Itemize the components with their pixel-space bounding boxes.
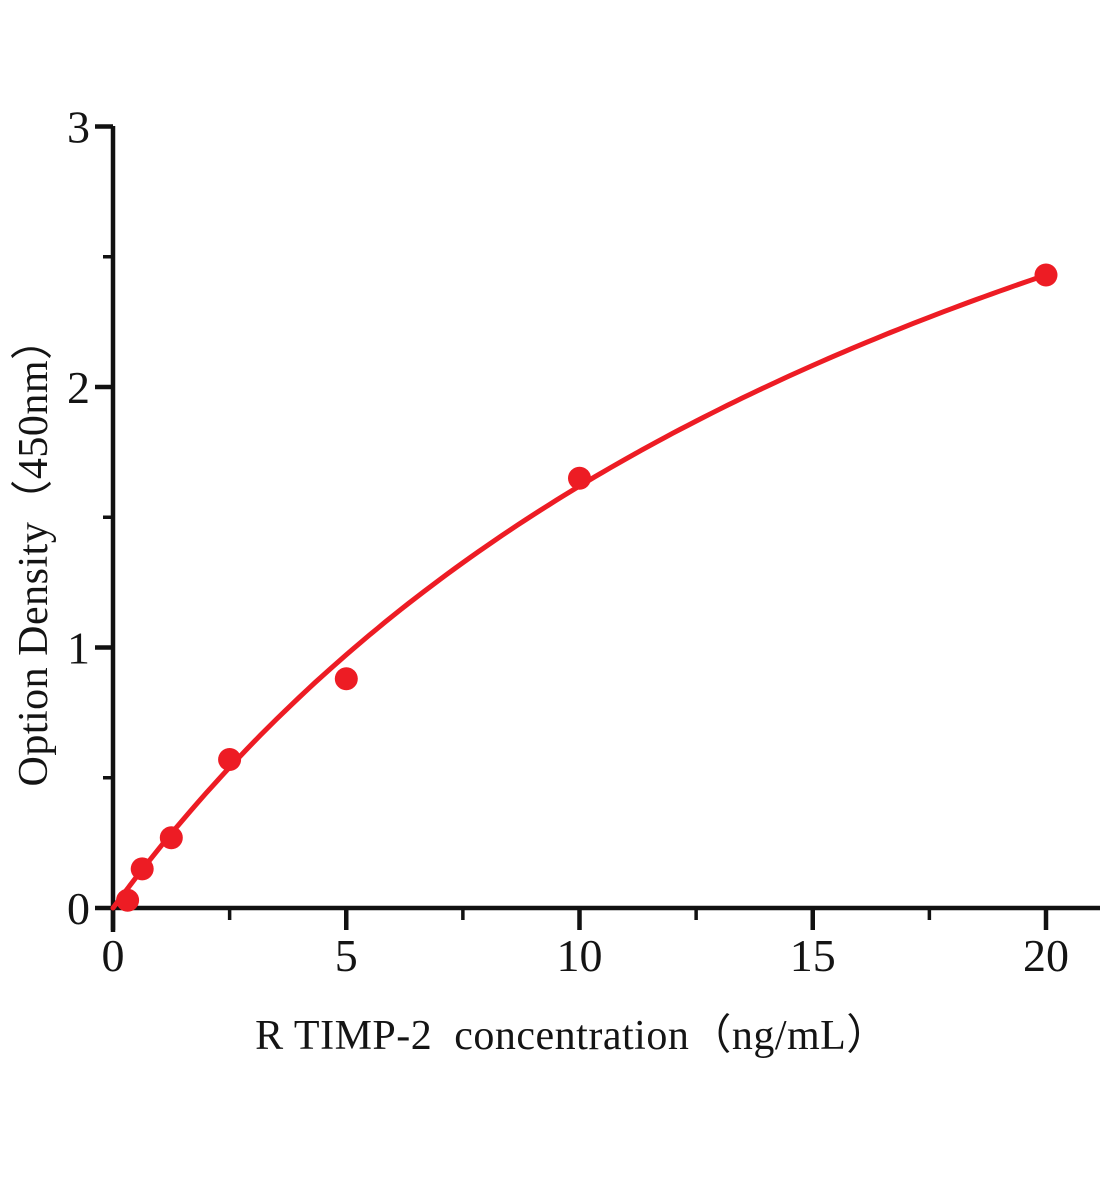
y-tick-label: 3 bbox=[67, 102, 90, 153]
axes bbox=[110, 126, 1100, 932]
data-point bbox=[130, 857, 154, 881]
y-tick-label: 2 bbox=[67, 362, 90, 413]
fit-curve bbox=[110, 272, 1049, 911]
data-point bbox=[218, 748, 242, 771]
data-points bbox=[116, 263, 1058, 912]
data-point bbox=[116, 888, 140, 912]
axis-ticks bbox=[95, 124, 1049, 930]
x-tick-labels: 0 5 10 15 20 bbox=[102, 930, 1070, 981]
data-point bbox=[568, 466, 591, 490]
x-tick-label: 0 bbox=[102, 930, 125, 981]
y-tick-labels: 0 1 2 3 bbox=[67, 102, 90, 935]
x-tick-label: 15 bbox=[790, 930, 836, 981]
y-tick-label: 0 bbox=[67, 883, 90, 934]
x-tick-label: 5 bbox=[335, 930, 358, 981]
x-tick-label: 20 bbox=[1023, 930, 1069, 981]
data-point bbox=[159, 826, 183, 850]
x-tick-label: 10 bbox=[557, 930, 603, 981]
standard-curve-line bbox=[110, 272, 1049, 911]
data-point bbox=[334, 667, 358, 691]
y-tick-label: 1 bbox=[67, 623, 90, 674]
x-axis-title: R TIMP-2 concentration（ng/mL） bbox=[255, 1013, 889, 1059]
y-axis-title: Option Density（450nm） bbox=[11, 317, 57, 787]
data-point bbox=[1034, 263, 1058, 287]
